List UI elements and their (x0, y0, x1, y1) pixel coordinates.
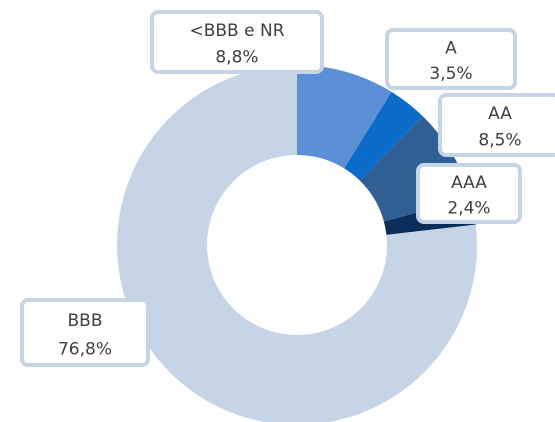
label-box (416, 163, 522, 224)
label-box (438, 93, 555, 157)
slice-value: 8,5% (478, 131, 521, 151)
slice-label: A (445, 39, 457, 59)
slice-value: 3,5% (429, 64, 472, 84)
slice-value: 2,4% (447, 198, 490, 218)
slice-label: AAA (451, 173, 487, 193)
label-box (20, 298, 150, 367)
label-box (385, 28, 517, 90)
donut-slice (344, 91, 423, 181)
donut-slice (117, 65, 477, 422)
donut-slice (297, 65, 392, 169)
slice-value: 76,8% (58, 339, 112, 359)
slice-label: <BBB e NR (189, 21, 284, 41)
slice-value: 8,8% (215, 48, 258, 68)
label-box (150, 10, 324, 74)
slice-label: BBB (68, 311, 103, 331)
slice-label: AA (488, 104, 512, 124)
